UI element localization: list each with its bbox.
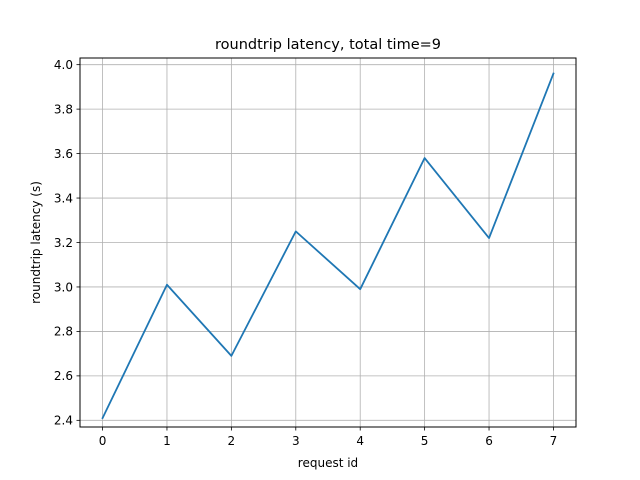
y-tick-label: 3.4 — [54, 191, 73, 205]
series-layer — [101, 72, 555, 420]
x-tick-label: 0 — [99, 434, 107, 448]
series-line — [101, 72, 555, 420]
y-tick-label: 3.2 — [54, 236, 73, 250]
chart-title: roundtrip latency, total time=9 — [215, 37, 441, 53]
x-tick-label: 7 — [550, 434, 558, 448]
x-axis-label: request id — [298, 456, 358, 470]
y-tick-label: 4.0 — [54, 58, 73, 72]
y-tick-label: 2.8 — [54, 325, 73, 339]
x-tick-label: 5 — [421, 434, 429, 448]
y-axis-label: roundtrip latency (s) — [29, 181, 43, 304]
y-tick-label: 3.8 — [54, 102, 73, 116]
x-tick-label: 2 — [228, 434, 236, 448]
y-tick-label: 2.6 — [54, 369, 73, 383]
y-tick-label: 3.6 — [54, 147, 73, 161]
grid — [80, 58, 576, 427]
x-tick-label: 6 — [485, 434, 493, 448]
y-tick-label: 3.0 — [54, 280, 73, 294]
x-tick-label: 3 — [292, 434, 300, 448]
y-tick-label: 2.4 — [54, 414, 73, 428]
x-tick-label: 1 — [163, 434, 171, 448]
x-tick-label: 4 — [356, 434, 364, 448]
ticks: 0 1 2 3 4 5 6 7 2.4 2.6 2.8 3.0 3.2 3.4 3.6 3.8 4.0 — [54, 58, 557, 448]
